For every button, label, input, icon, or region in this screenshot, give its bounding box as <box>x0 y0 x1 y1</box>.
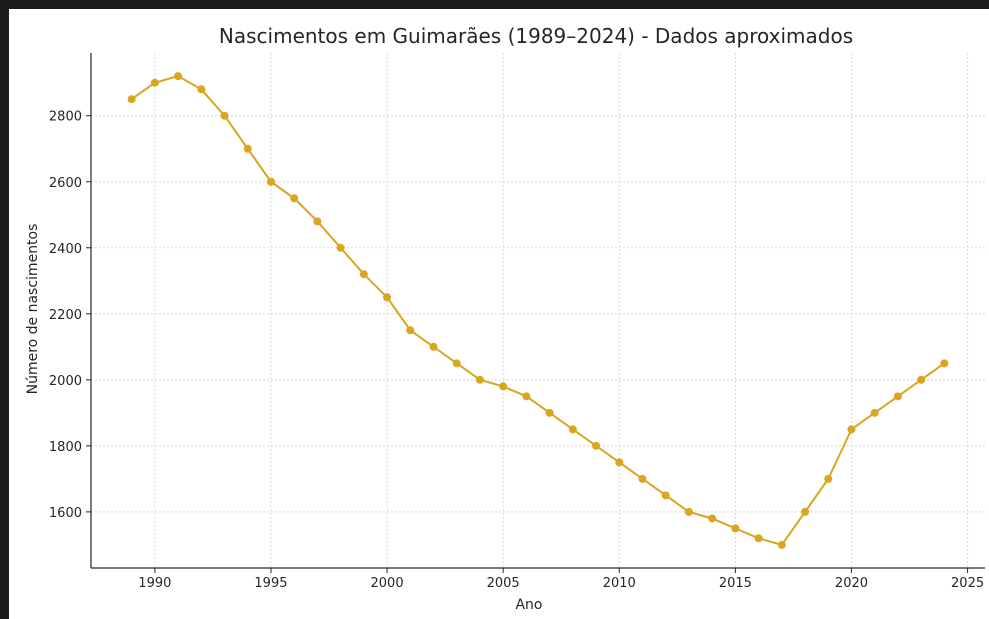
x-tick-label: 2010 <box>603 576 636 591</box>
window-frame-left <box>0 0 9 619</box>
data-point <box>359 270 368 279</box>
x-tick-label: 2005 <box>487 576 520 591</box>
y-tick-label: 1600 <box>49 506 82 521</box>
data-point <box>174 72 183 81</box>
y-tick-label: 2000 <box>49 374 82 389</box>
y-tick-label: 2400 <box>49 242 82 257</box>
axes <box>90 53 985 569</box>
x-axis-ticks: 1990 1995 2000 2005 2010 2015 2020 2025 <box>138 568 984 591</box>
data-point <box>638 474 647 483</box>
series <box>127 72 949 549</box>
x-tick-label: 2000 <box>371 576 404 591</box>
data-point <box>127 95 136 104</box>
y-tick-label: 2800 <box>49 110 82 125</box>
y-tick-label: 1800 <box>49 440 82 455</box>
y-axis-ticks: 1600 1800 2000 2200 2400 2600 2800 <box>49 110 91 521</box>
window-frame-top <box>0 0 989 9</box>
data-point <box>615 458 624 467</box>
data-point <box>475 375 484 384</box>
data-point <box>522 392 531 401</box>
data-point <box>406 326 415 335</box>
data-point <box>777 540 786 549</box>
data-point <box>592 441 601 450</box>
grid <box>91 53 985 568</box>
data-point <box>731 524 740 533</box>
series-line <box>131 75 945 546</box>
data-point <box>429 342 438 351</box>
line-chart: 1990 1995 2000 2005 2010 2015 2020 2025 1600 180… <box>25 24 985 613</box>
data-point <box>847 425 856 434</box>
data-point <box>499 382 508 391</box>
y-tick-label: 2200 <box>49 308 82 323</box>
x-tick-label: 2015 <box>719 576 752 591</box>
data-point <box>266 177 275 186</box>
chart-title: Nascimentos em Guimarães (1989–2024) - D… <box>219 24 853 48</box>
data-point <box>917 375 926 384</box>
y-tick-label: 2600 <box>49 176 82 191</box>
data-point <box>801 507 810 516</box>
data-point <box>336 243 345 252</box>
data-point <box>383 293 392 302</box>
x-axis-label: Ano <box>515 597 542 613</box>
data-point <box>754 534 763 543</box>
data-point <box>893 392 902 401</box>
data-point <box>708 514 717 523</box>
chart-figure: 1990 1995 2000 2005 2010 2015 2020 2025 1600 180… <box>9 9 989 619</box>
x-tick-label: 2025 <box>951 576 984 591</box>
data-point <box>940 359 949 368</box>
data-point <box>197 85 206 94</box>
x-tick-label: 1990 <box>138 576 171 591</box>
data-point <box>545 408 554 417</box>
data-point <box>243 144 252 153</box>
data-point <box>452 359 461 368</box>
data-point <box>661 491 670 500</box>
data-point <box>684 507 693 516</box>
data-point <box>568 425 577 434</box>
data-point <box>290 194 299 203</box>
x-tick-label: 1995 <box>254 576 287 591</box>
data-point <box>220 111 229 120</box>
data-point <box>824 474 833 483</box>
data-point <box>870 408 879 417</box>
data-point <box>313 217 322 226</box>
data-point <box>150 78 159 87</box>
x-tick-label: 2020 <box>835 576 868 591</box>
y-axis-label: Número de nascimentos <box>25 224 41 395</box>
